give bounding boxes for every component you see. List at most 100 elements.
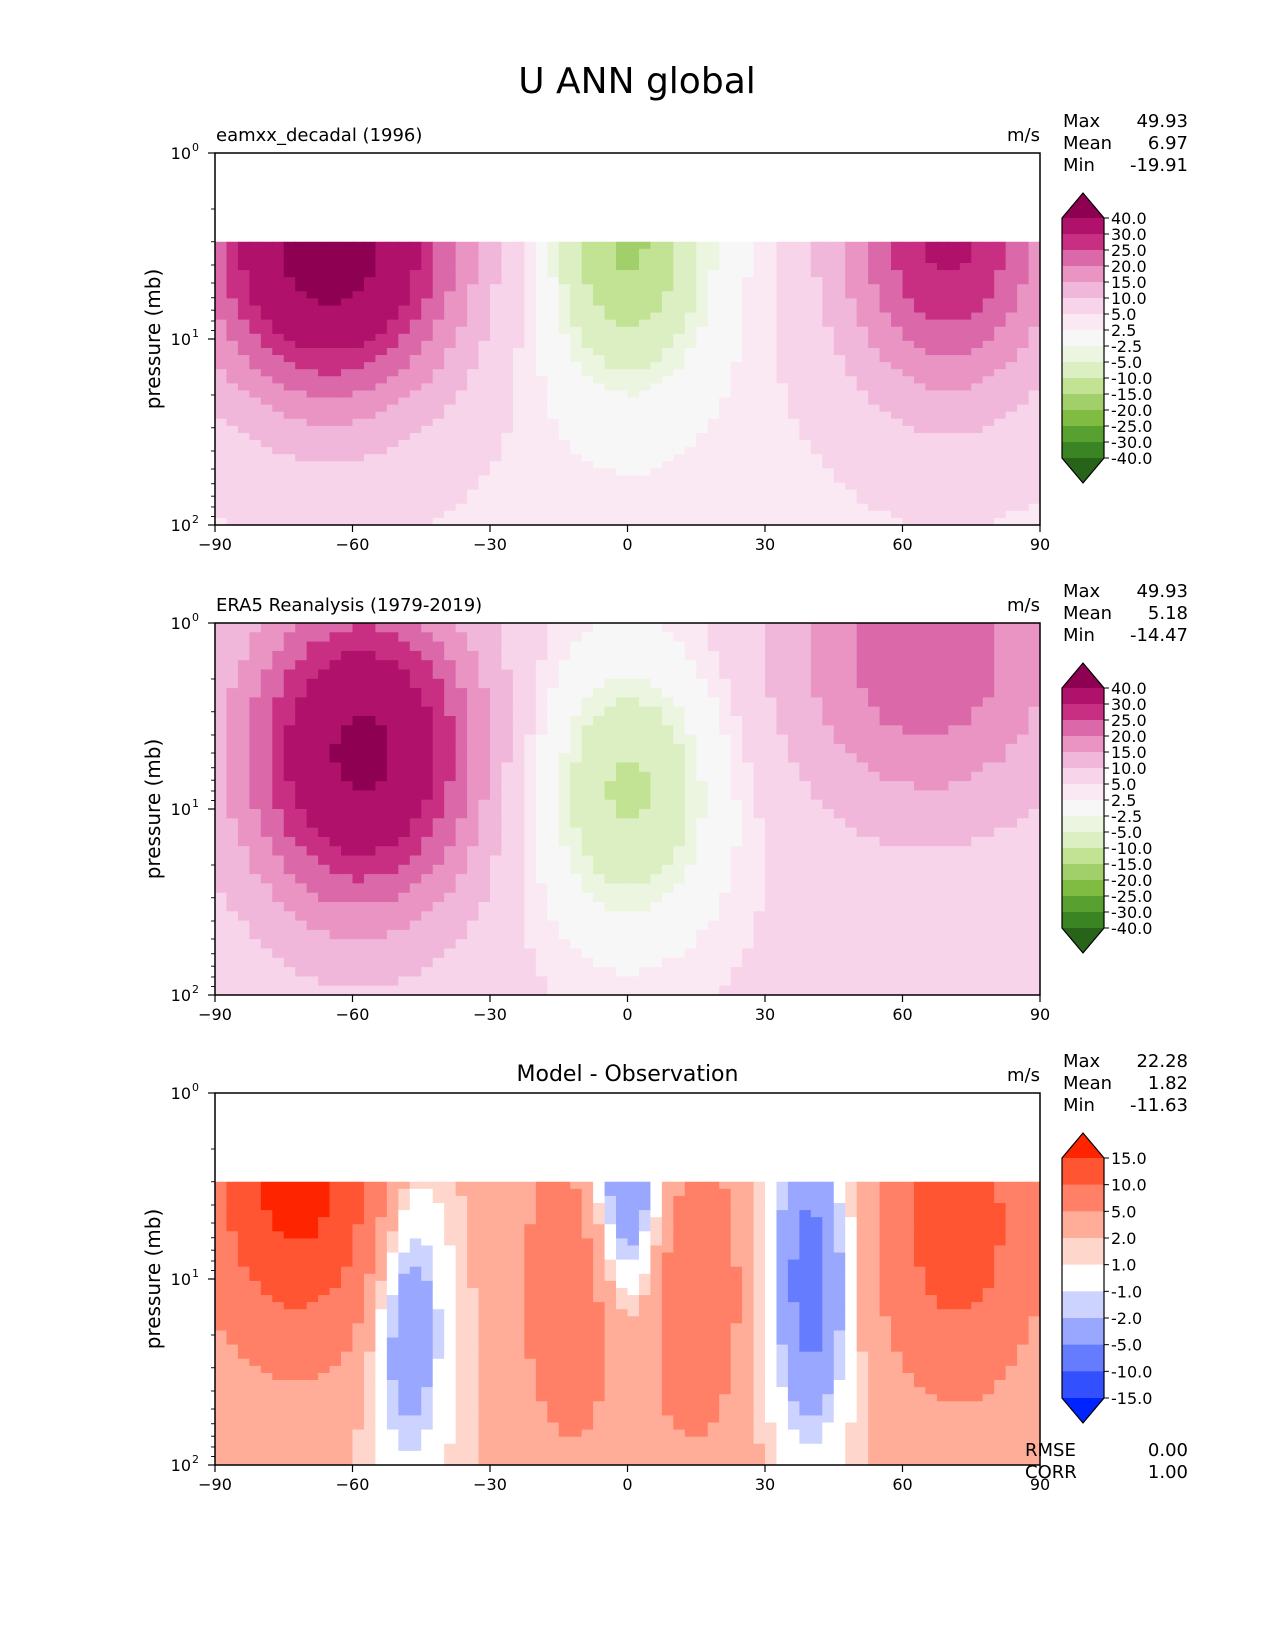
contour-cell [730,482,743,491]
contour-cell [971,454,984,462]
contour-cell [272,326,285,335]
contour-cell [948,790,961,801]
contour-cell [547,347,560,356]
contour-cell [535,291,548,299]
contour-cell [1005,277,1018,285]
contour-cell [444,632,457,643]
contour-cell [581,397,594,406]
contour-cell [467,489,480,498]
contour-cell [398,312,411,321]
contour-cell [684,688,697,698]
contour-cell [593,319,606,328]
contour-cell [295,340,308,349]
contour-cell [524,347,537,356]
contour-cell [925,326,938,335]
contour-cell [856,383,869,392]
contour-cell [512,790,525,801]
contour-cell [375,809,388,819]
contour-cell [306,678,319,689]
contour-cell [742,716,755,726]
contour-cell [730,475,743,484]
contour-cell [994,284,1007,292]
contour-cell [558,418,571,427]
contour-cell [547,517,560,525]
contour-cell [409,461,422,469]
contour-cell [982,706,995,717]
contour-cell [570,517,583,525]
contour-cell [707,319,720,328]
contour-cell [467,799,480,810]
contour-cell [375,241,388,250]
contour-cell [730,298,743,307]
contour-cell [753,418,766,427]
contour-cell [891,781,904,791]
contour-cell [627,425,640,434]
contour-cell [765,818,778,829]
contour-cell [879,790,892,801]
contour-cell [891,369,904,377]
contour-cell [971,632,984,643]
contour-cell [1017,517,1030,525]
contour-cell [948,489,961,498]
contour-cell [982,818,995,829]
contour-cell [363,326,377,335]
contour-cell [822,864,835,875]
contour-cell [959,734,972,745]
contour-cell [684,753,697,764]
contour-cell [547,743,560,754]
contour-cell [753,262,766,271]
contour-cell [318,411,331,420]
contour-cell [295,753,308,764]
contour-cell [936,743,949,754]
contour-cell [787,809,800,819]
contour-cell [982,369,995,377]
contour-cell [1005,771,1018,782]
contour-cell [616,771,629,782]
contour-cell [1017,503,1030,512]
contour-cell [845,503,858,512]
contour-cell [226,326,239,335]
contour-cell [341,270,354,278]
contour-cell [822,489,835,498]
contour-cell [902,270,915,278]
contour-cell [982,517,995,525]
contour-cell [295,404,308,413]
contour-cell [650,241,663,250]
contour-cell [535,305,548,314]
contour-cell [719,809,732,819]
contour-cell [650,697,663,708]
contour-cell [535,241,548,250]
contour-cell [638,440,652,448]
contour-cell [638,319,652,328]
contour-cell [341,425,354,434]
contour-cell [833,489,846,498]
contour-cell [742,432,755,441]
contour-cell [341,734,354,745]
contour-cell [283,734,296,745]
contour-cell [283,790,296,801]
contour-cell [501,312,514,321]
contour-cell [1005,762,1018,773]
contour-cell [249,827,262,838]
contour-cell [753,376,766,384]
contour-cell [765,418,778,427]
contour-cell [719,362,732,370]
contour-cell [913,688,927,698]
contour-cell [386,827,399,838]
contour-cell [1017,660,1030,671]
contour-cell [318,390,331,399]
contour-cell [822,291,835,299]
contour-cell [295,390,308,399]
contour-cell [375,347,388,356]
contour-cell [215,743,228,754]
contour-cell [1005,827,1018,838]
contour-cell [604,277,617,285]
contour-cell [444,716,457,726]
contour-cell [936,305,949,314]
contour-cell [971,404,984,413]
contour-cell [799,790,812,801]
contour-cell [570,468,583,477]
contour-cell [994,734,1007,745]
contour-cell [787,447,800,455]
contour-cell [306,660,319,671]
